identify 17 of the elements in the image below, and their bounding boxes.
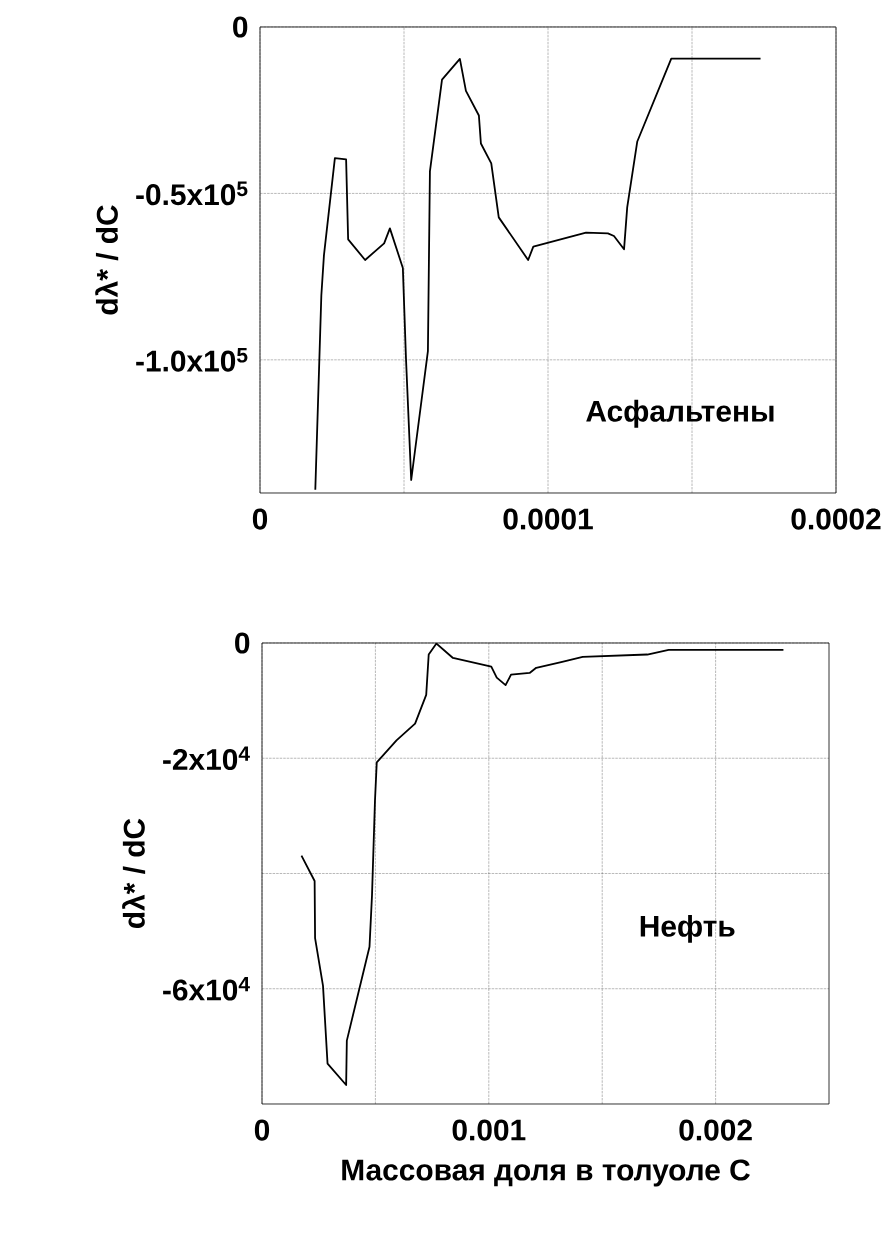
y-tick-label: -0.5x10$^{5}$ xyxy=(136,181,248,206)
y-tick-label: -1.0x10$^{5}$ xyxy=(136,348,248,372)
y-tick-label: -6x10$^{4}$ xyxy=(163,976,250,1001)
x-tick-label: 0.0001 xyxy=(503,508,593,530)
x-tick-label: 0 xyxy=(254,1119,270,1141)
y-tick-label: 0 xyxy=(235,632,250,654)
x-tick-label: 0 xyxy=(252,508,268,530)
annotation: Нефть xyxy=(640,914,735,943)
annotation: Асфальтены xyxy=(586,399,774,428)
y-tick-label: 0 xyxy=(233,16,248,38)
x-tick-label: 0.002 xyxy=(679,1119,752,1141)
y-axis-title: dλ* / dC xyxy=(122,818,146,928)
x-tick-label: 0.001 xyxy=(452,1119,526,1141)
y-axis-title: dλ* / dC xyxy=(95,205,119,315)
x-tick-label: 0.0002 xyxy=(791,508,881,530)
x-axis-title: Массовая доля в толуоле С xyxy=(342,1159,750,1187)
y-tick-label: -2x10$^{4}$ xyxy=(163,746,250,771)
